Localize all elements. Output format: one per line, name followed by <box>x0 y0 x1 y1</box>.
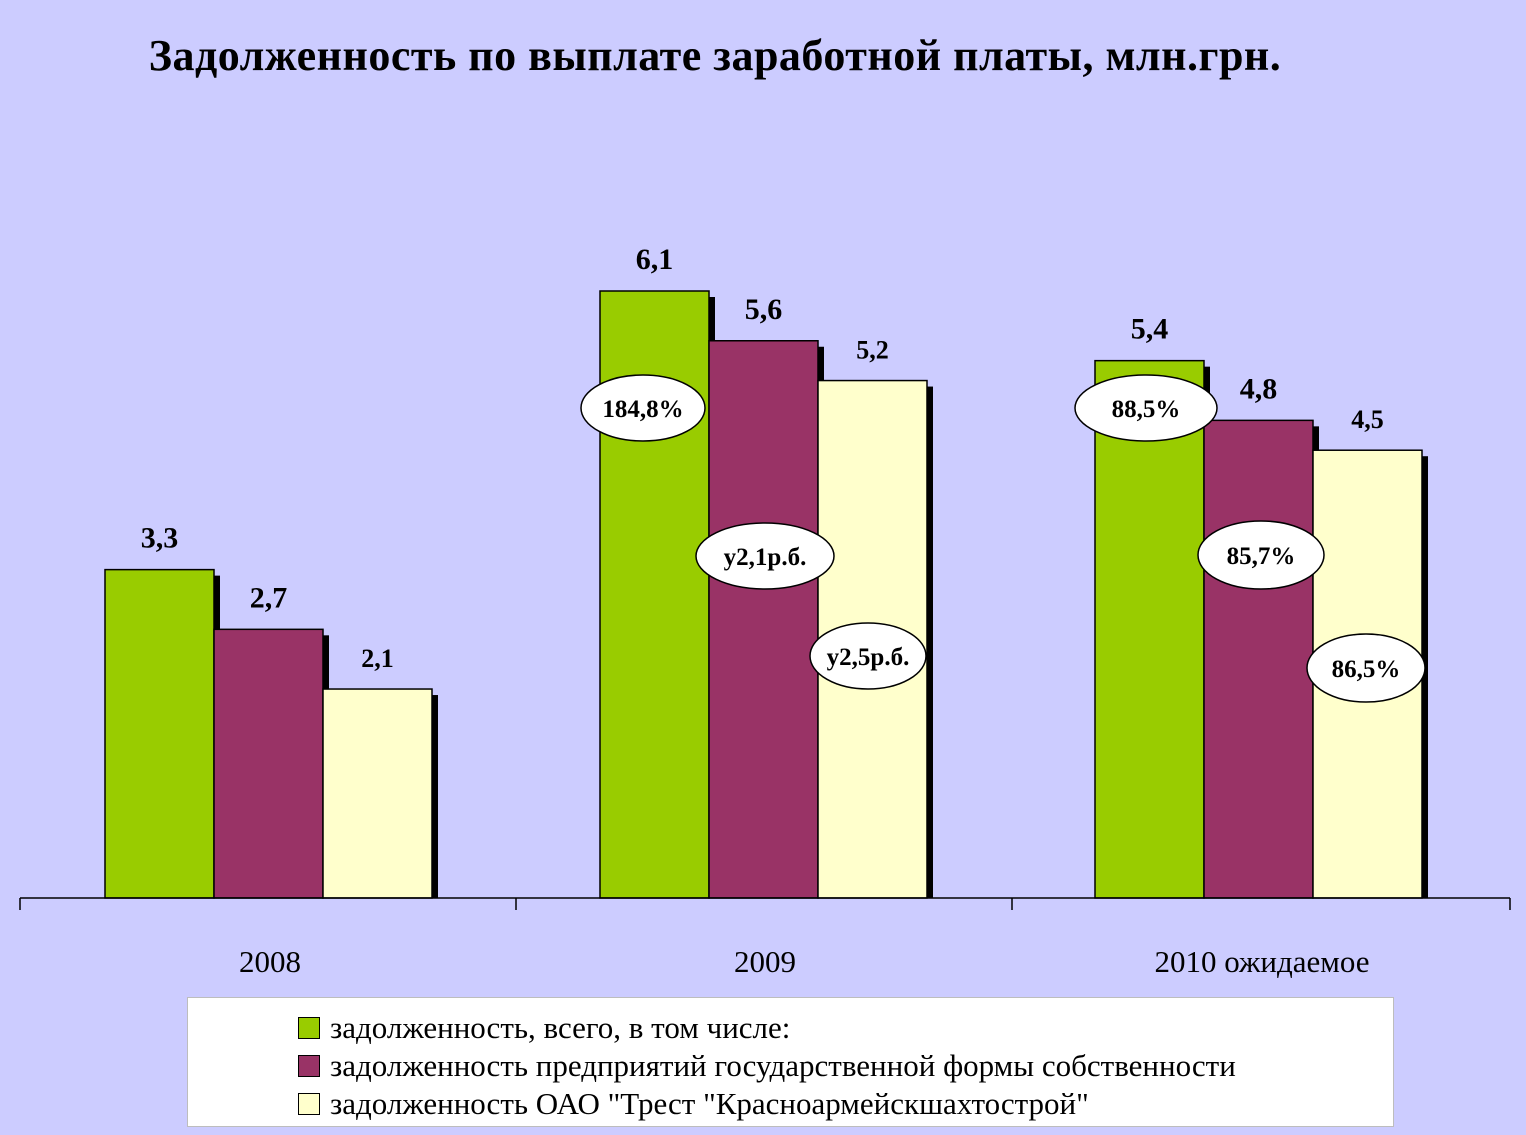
bar-s0-2008 <box>104 568 215 899</box>
legend-item-state: задолженность предприятий государственно… <box>298 1047 1393 1085</box>
annotation-callout: 86,5% <box>1306 633 1426 703</box>
value-label: 6,1 <box>636 243 674 276</box>
annotations-layer: 184,8% у2,1р.б. у2,5р.б. 88,5% 85,7% 86,5% <box>580 374 1426 703</box>
legend-item-total: задолженность, всего, в том числе: <box>298 1009 1393 1047</box>
bar-s2-2008 <box>322 688 433 899</box>
annotation-ellipse <box>1074 374 1218 442</box>
value-label: 4,5 <box>1351 405 1384 434</box>
annotation-callout: у2,1р.б. <box>695 522 835 590</box>
annotation-label: 184,8% <box>602 396 683 423</box>
annotation-label: 85,7% <box>1227 543 1296 570</box>
category-label: 2008 <box>239 944 301 979</box>
annotation-callout: 85,7% <box>1197 520 1325 590</box>
bars-layer <box>104 290 1428 899</box>
value-label: 5,4 <box>1131 313 1169 346</box>
category-label: 2010 ожидаемое <box>1154 944 1369 979</box>
bar-s1-2010-ожидаемое <box>1203 419 1314 899</box>
value-label: 3,3 <box>141 522 179 555</box>
annotation-ellipse <box>1197 520 1325 590</box>
legend-swatch-state <box>298 1055 320 1077</box>
bar-s0-2010-ожидаемое <box>1094 359 1205 899</box>
bar-s1-2008 <box>213 628 324 899</box>
legend-label-state: задолженность предприятий государственно… <box>330 1048 1236 1083</box>
value-labels-layer: 3,3 6,1 5,4 2,7 5,6 4,8 2,1 5,2 4,5 <box>141 243 1384 673</box>
annotation-callout: 88,5% <box>1074 374 1218 442</box>
legend-swatch-total <box>298 1017 320 1039</box>
annotation-ellipse <box>1306 633 1426 703</box>
annotation-label: у2,1р.б. <box>724 544 807 571</box>
legend: задолженность, всего, в том числе: задол… <box>187 997 1394 1127</box>
annotation-ellipse <box>580 374 706 442</box>
chart-title: Задолженность по выплате заработной плат… <box>148 31 1282 80</box>
annotation-callout: у2,5р.б. <box>809 622 927 690</box>
annotation-label: 88,5% <box>1112 396 1181 423</box>
value-label: 2,7 <box>250 581 288 614</box>
value-label: 5,2 <box>856 336 889 365</box>
bar-s1-2009 <box>708 340 819 899</box>
legend-item-trust: задолженность ОАО "Трест "Красноармейскш… <box>298 1085 1393 1123</box>
x-axis: 2008 2009 2010 ожидаемое <box>19 897 1511 979</box>
annotation-ellipse <box>695 522 835 590</box>
legend-label-total: задолженность, всего, в том числе: <box>330 1010 791 1045</box>
annotation-ellipse <box>809 622 927 690</box>
value-label: 5,6 <box>745 293 783 326</box>
legend-swatch-trust <box>298 1093 320 1115</box>
legend-label-trust: задолженность ОАО "Трест "Красноармейскш… <box>330 1086 1089 1121</box>
value-label: 4,8 <box>1240 372 1278 405</box>
category-label: 2009 <box>734 944 796 979</box>
annotation-label: у2,5р.б. <box>827 644 910 671</box>
value-label: 2,1 <box>361 644 394 673</box>
annotation-callout: 184,8% <box>580 374 706 442</box>
annotation-label: 86,5% <box>1332 656 1401 683</box>
